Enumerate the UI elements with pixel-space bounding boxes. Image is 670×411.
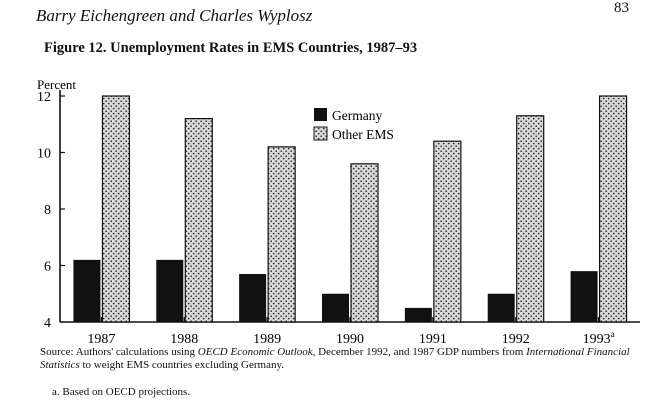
source-prefix: Source: Authors' calculations using — [40, 346, 198, 358]
legend-label-other-ems: Other EMS — [332, 127, 394, 142]
legend-swatch-other-ems — [313, 126, 328, 141]
y-tick-label: 12 — [37, 90, 51, 105]
x-tick-label: 1991 — [419, 332, 447, 345]
x-tick-label: 1993a — [583, 329, 615, 345]
bar-germany — [73, 259, 101, 322]
x-tick-label: 1990 — [336, 332, 364, 345]
running-head: Barry Eichengreen and Charles Wyplosz — [36, 6, 313, 25]
source-italic-outlook: OECD Economic Outlook, — [197, 346, 316, 358]
bar-other-ems — [184, 117, 213, 323]
bar-germany — [404, 307, 432, 322]
source-suffix: to weight EMS countries excluding German… — [79, 359, 285, 371]
bar-germany — [487, 293, 515, 322]
unemployment-chart: Percent 4 6 8 10 12 1987 1988 1989 1990 1991 1992 19… — [37, 77, 640, 345]
x-tick-label: 1992 — [502, 332, 530, 345]
bar-other-ems — [598, 95, 628, 323]
bar-germany — [570, 271, 598, 322]
bar-other-ems — [516, 115, 545, 323]
y-tick-label: 8 — [44, 203, 51, 218]
footnote: a. Based on OECD projections. — [52, 386, 191, 398]
bar-germany — [239, 273, 267, 322]
x-tick-label: 1988 — [170, 332, 198, 345]
x-tick-label: 1987 — [87, 332, 115, 345]
y-tick-label: 10 — [37, 147, 51, 162]
x-tick-label: 1989 — [253, 332, 281, 345]
legend-label-germany: Germany — [332, 108, 382, 123]
legend-swatch-germany — [314, 108, 327, 121]
figure-title: Figure 12. Unemployment Rates in EMS Cou… — [44, 40, 418, 56]
bar-germany — [156, 259, 184, 322]
source-italic-ifs: International Financial Statistics — [40, 346, 630, 371]
bar-germany — [322, 293, 349, 322]
bar-other-ems — [267, 146, 296, 323]
page-number: 83 — [614, 0, 629, 16]
x-tick-superscript: a — [611, 329, 615, 339]
y-tick-label: 4 — [44, 316, 51, 331]
bar-other-ems — [350, 163, 379, 323]
source-middle: December 1992, and 1987 GDP numbers from — [315, 346, 527, 358]
bar-other-ems — [101, 95, 131, 323]
y-axis-label: Percent — [37, 77, 76, 92]
y-tick-label: 6 — [44, 260, 51, 275]
bar-other-ems — [433, 140, 462, 323]
source-note: Source: Authors' calculations using OECD… — [40, 346, 665, 372]
